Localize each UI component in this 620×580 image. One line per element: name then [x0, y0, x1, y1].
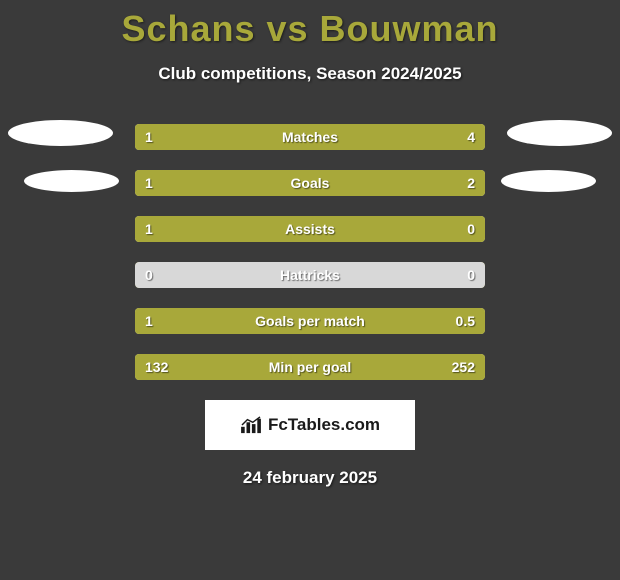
stat-row: 1Assists0: [135, 216, 485, 242]
stat-value-right: 4: [467, 124, 475, 150]
stat-label: Assists: [135, 216, 485, 242]
stat-value-right: 0.5: [456, 308, 475, 334]
stat-row: 1Goals per match0.5: [135, 308, 485, 334]
player-left-avatar-placeholder: [8, 120, 113, 146]
stat-label: Goals per match: [135, 308, 485, 334]
stat-row: 0Hattricks0: [135, 262, 485, 288]
stat-label: Hattricks: [135, 262, 485, 288]
stat-row: 132Min per goal252: [135, 354, 485, 380]
stat-label: Min per goal: [135, 354, 485, 380]
stat-value-right: 0: [467, 262, 475, 288]
player-right-avatar-placeholder: [507, 120, 612, 146]
stat-row: 1Matches4: [135, 124, 485, 150]
brand-text: FcTables.com: [268, 415, 380, 435]
stat-rows: 1Matches41Goals21Assists00Hattricks01Goa…: [135, 124, 485, 380]
stat-value-right: 2: [467, 170, 475, 196]
comparison-widget: Schans vs Bouwman Club competitions, Sea…: [0, 0, 620, 488]
page-title: Schans vs Bouwman: [0, 8, 620, 50]
player-left-club-placeholder: [24, 170, 119, 192]
subtitle: Club competitions, Season 2024/2025: [0, 64, 620, 84]
brand-badge[interactable]: FcTables.com: [205, 400, 415, 450]
chart-icon: [240, 416, 262, 434]
stat-value-right: 252: [452, 354, 475, 380]
date-line: 24 february 2025: [0, 468, 620, 488]
player-right-club-placeholder: [501, 170, 596, 192]
stat-label: Goals: [135, 170, 485, 196]
stat-row: 1Goals2: [135, 170, 485, 196]
stat-label: Matches: [135, 124, 485, 150]
stats-area: 1Matches41Goals21Assists00Hattricks01Goa…: [0, 124, 620, 380]
stat-value-right: 0: [467, 216, 475, 242]
